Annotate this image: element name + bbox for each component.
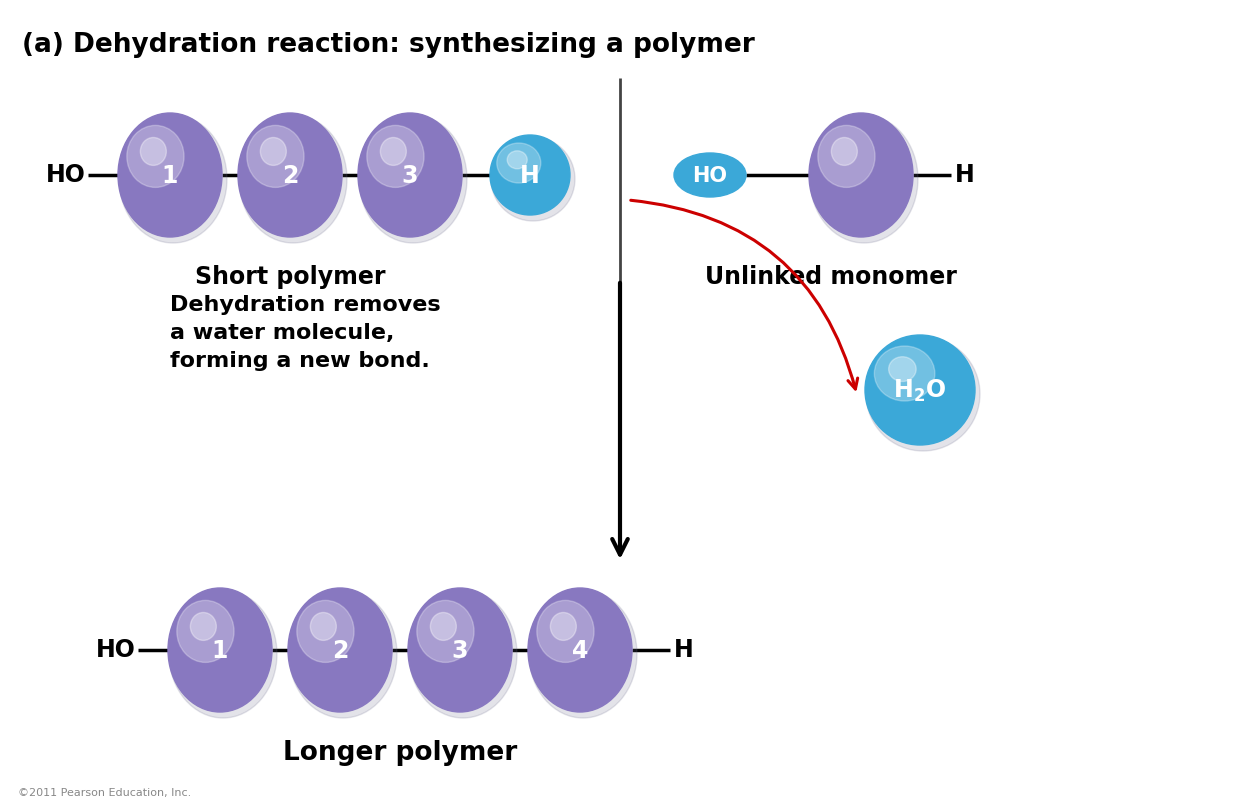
Text: Dehydration removes
a water molecule,
forming a new bond.: Dehydration removes a water molecule, fo… (169, 295, 441, 371)
Text: Short polymer: Short polymer (195, 265, 385, 289)
Text: HO: HO (693, 166, 728, 186)
Ellipse shape (310, 613, 336, 641)
Text: ©2011 Pearson Education, Inc.: ©2011 Pearson Education, Inc. (18, 788, 191, 798)
Text: H: H (955, 163, 975, 187)
Ellipse shape (238, 113, 343, 237)
Ellipse shape (528, 588, 633, 712)
Ellipse shape (537, 601, 594, 663)
Ellipse shape (831, 138, 857, 165)
Ellipse shape (366, 126, 424, 188)
Text: 3: 3 (452, 639, 468, 663)
Text: 4: 4 (572, 639, 589, 663)
Text: 1: 1 (162, 164, 178, 188)
Ellipse shape (169, 590, 277, 718)
Text: (a) Dehydration reaction: synthesizing a polymer: (a) Dehydration reaction: synthesizing a… (23, 32, 754, 58)
Text: Unlinked monomer: Unlinked monomer (705, 265, 958, 289)
Text: 2: 2 (282, 164, 299, 188)
Text: 1: 1 (212, 639, 228, 663)
Ellipse shape (497, 143, 541, 183)
Ellipse shape (297, 601, 354, 663)
Ellipse shape (380, 138, 407, 165)
Ellipse shape (866, 337, 980, 451)
Ellipse shape (359, 115, 467, 243)
Ellipse shape (809, 115, 917, 243)
Ellipse shape (118, 113, 222, 237)
Ellipse shape (168, 588, 272, 712)
Ellipse shape (507, 151, 527, 169)
Ellipse shape (238, 115, 346, 243)
Ellipse shape (530, 590, 638, 718)
Text: Longer polymer: Longer polymer (282, 740, 517, 766)
Text: HO: HO (97, 638, 136, 662)
Ellipse shape (875, 346, 935, 401)
Ellipse shape (417, 601, 474, 663)
FancyArrowPatch shape (631, 200, 857, 389)
Ellipse shape (408, 588, 512, 712)
Ellipse shape (119, 115, 227, 243)
Ellipse shape (674, 153, 745, 197)
Ellipse shape (889, 357, 916, 382)
Text: 2: 2 (331, 639, 348, 663)
Ellipse shape (491, 137, 575, 221)
Ellipse shape (409, 590, 517, 718)
Text: 3: 3 (402, 164, 418, 188)
Ellipse shape (127, 126, 184, 188)
Ellipse shape (489, 135, 570, 215)
Text: $\mathbf{H_2O}$: $\mathbf{H_2O}$ (894, 378, 946, 404)
Ellipse shape (191, 613, 216, 641)
Ellipse shape (260, 138, 286, 165)
Ellipse shape (809, 113, 912, 237)
Ellipse shape (289, 590, 397, 718)
Ellipse shape (551, 613, 576, 641)
Text: HO: HO (46, 163, 87, 187)
Ellipse shape (141, 138, 167, 165)
Ellipse shape (818, 126, 875, 188)
Ellipse shape (287, 588, 392, 712)
Ellipse shape (177, 601, 233, 663)
Ellipse shape (247, 126, 304, 188)
Ellipse shape (358, 113, 462, 237)
Text: H: H (674, 638, 694, 662)
Ellipse shape (430, 613, 457, 641)
Ellipse shape (865, 335, 975, 445)
Text: H: H (520, 164, 540, 188)
